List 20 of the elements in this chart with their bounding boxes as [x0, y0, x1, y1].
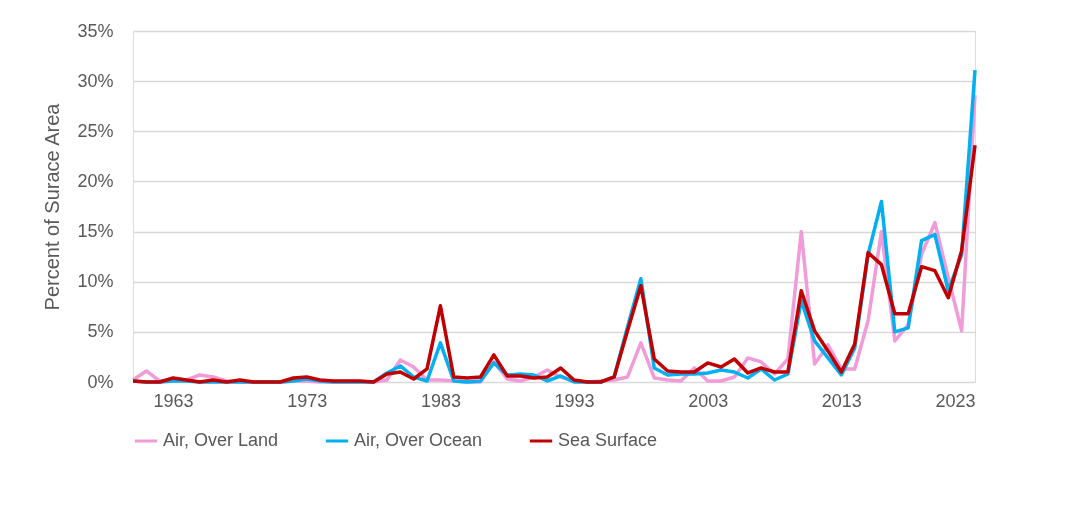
y-tick-label: 0% — [87, 371, 114, 392]
y-tick-label: 35% — [77, 20, 114, 41]
x-tick-label: 1963 — [153, 390, 194, 411]
legend-label: Air, Over Ocean — [354, 430, 483, 450]
x-tick-label: 2013 — [821, 390, 862, 411]
y-tick-label: 5% — [87, 321, 114, 342]
x-tick-label: 1983 — [420, 390, 461, 411]
y-tick-label: 10% — [77, 271, 114, 292]
line-series — [131, 143, 977, 384]
legend-label: Air, Over Land — [163, 430, 279, 450]
legend-label: Sea Surface — [558, 430, 658, 450]
x-tick-label: 1973 — [287, 390, 328, 411]
y-tick-label: 30% — [77, 70, 114, 91]
x-tick-label: 2023 — [935, 390, 976, 411]
y-tick-label: 15% — [77, 221, 114, 242]
y-tick-label: 25% — [77, 120, 114, 141]
y-axis-title: Percent of Surace Area — [41, 102, 64, 311]
y-tick-label: 20% — [77, 170, 114, 191]
x-tick-label: 1993 — [554, 390, 595, 411]
x-tick-label: 2003 — [688, 390, 729, 411]
